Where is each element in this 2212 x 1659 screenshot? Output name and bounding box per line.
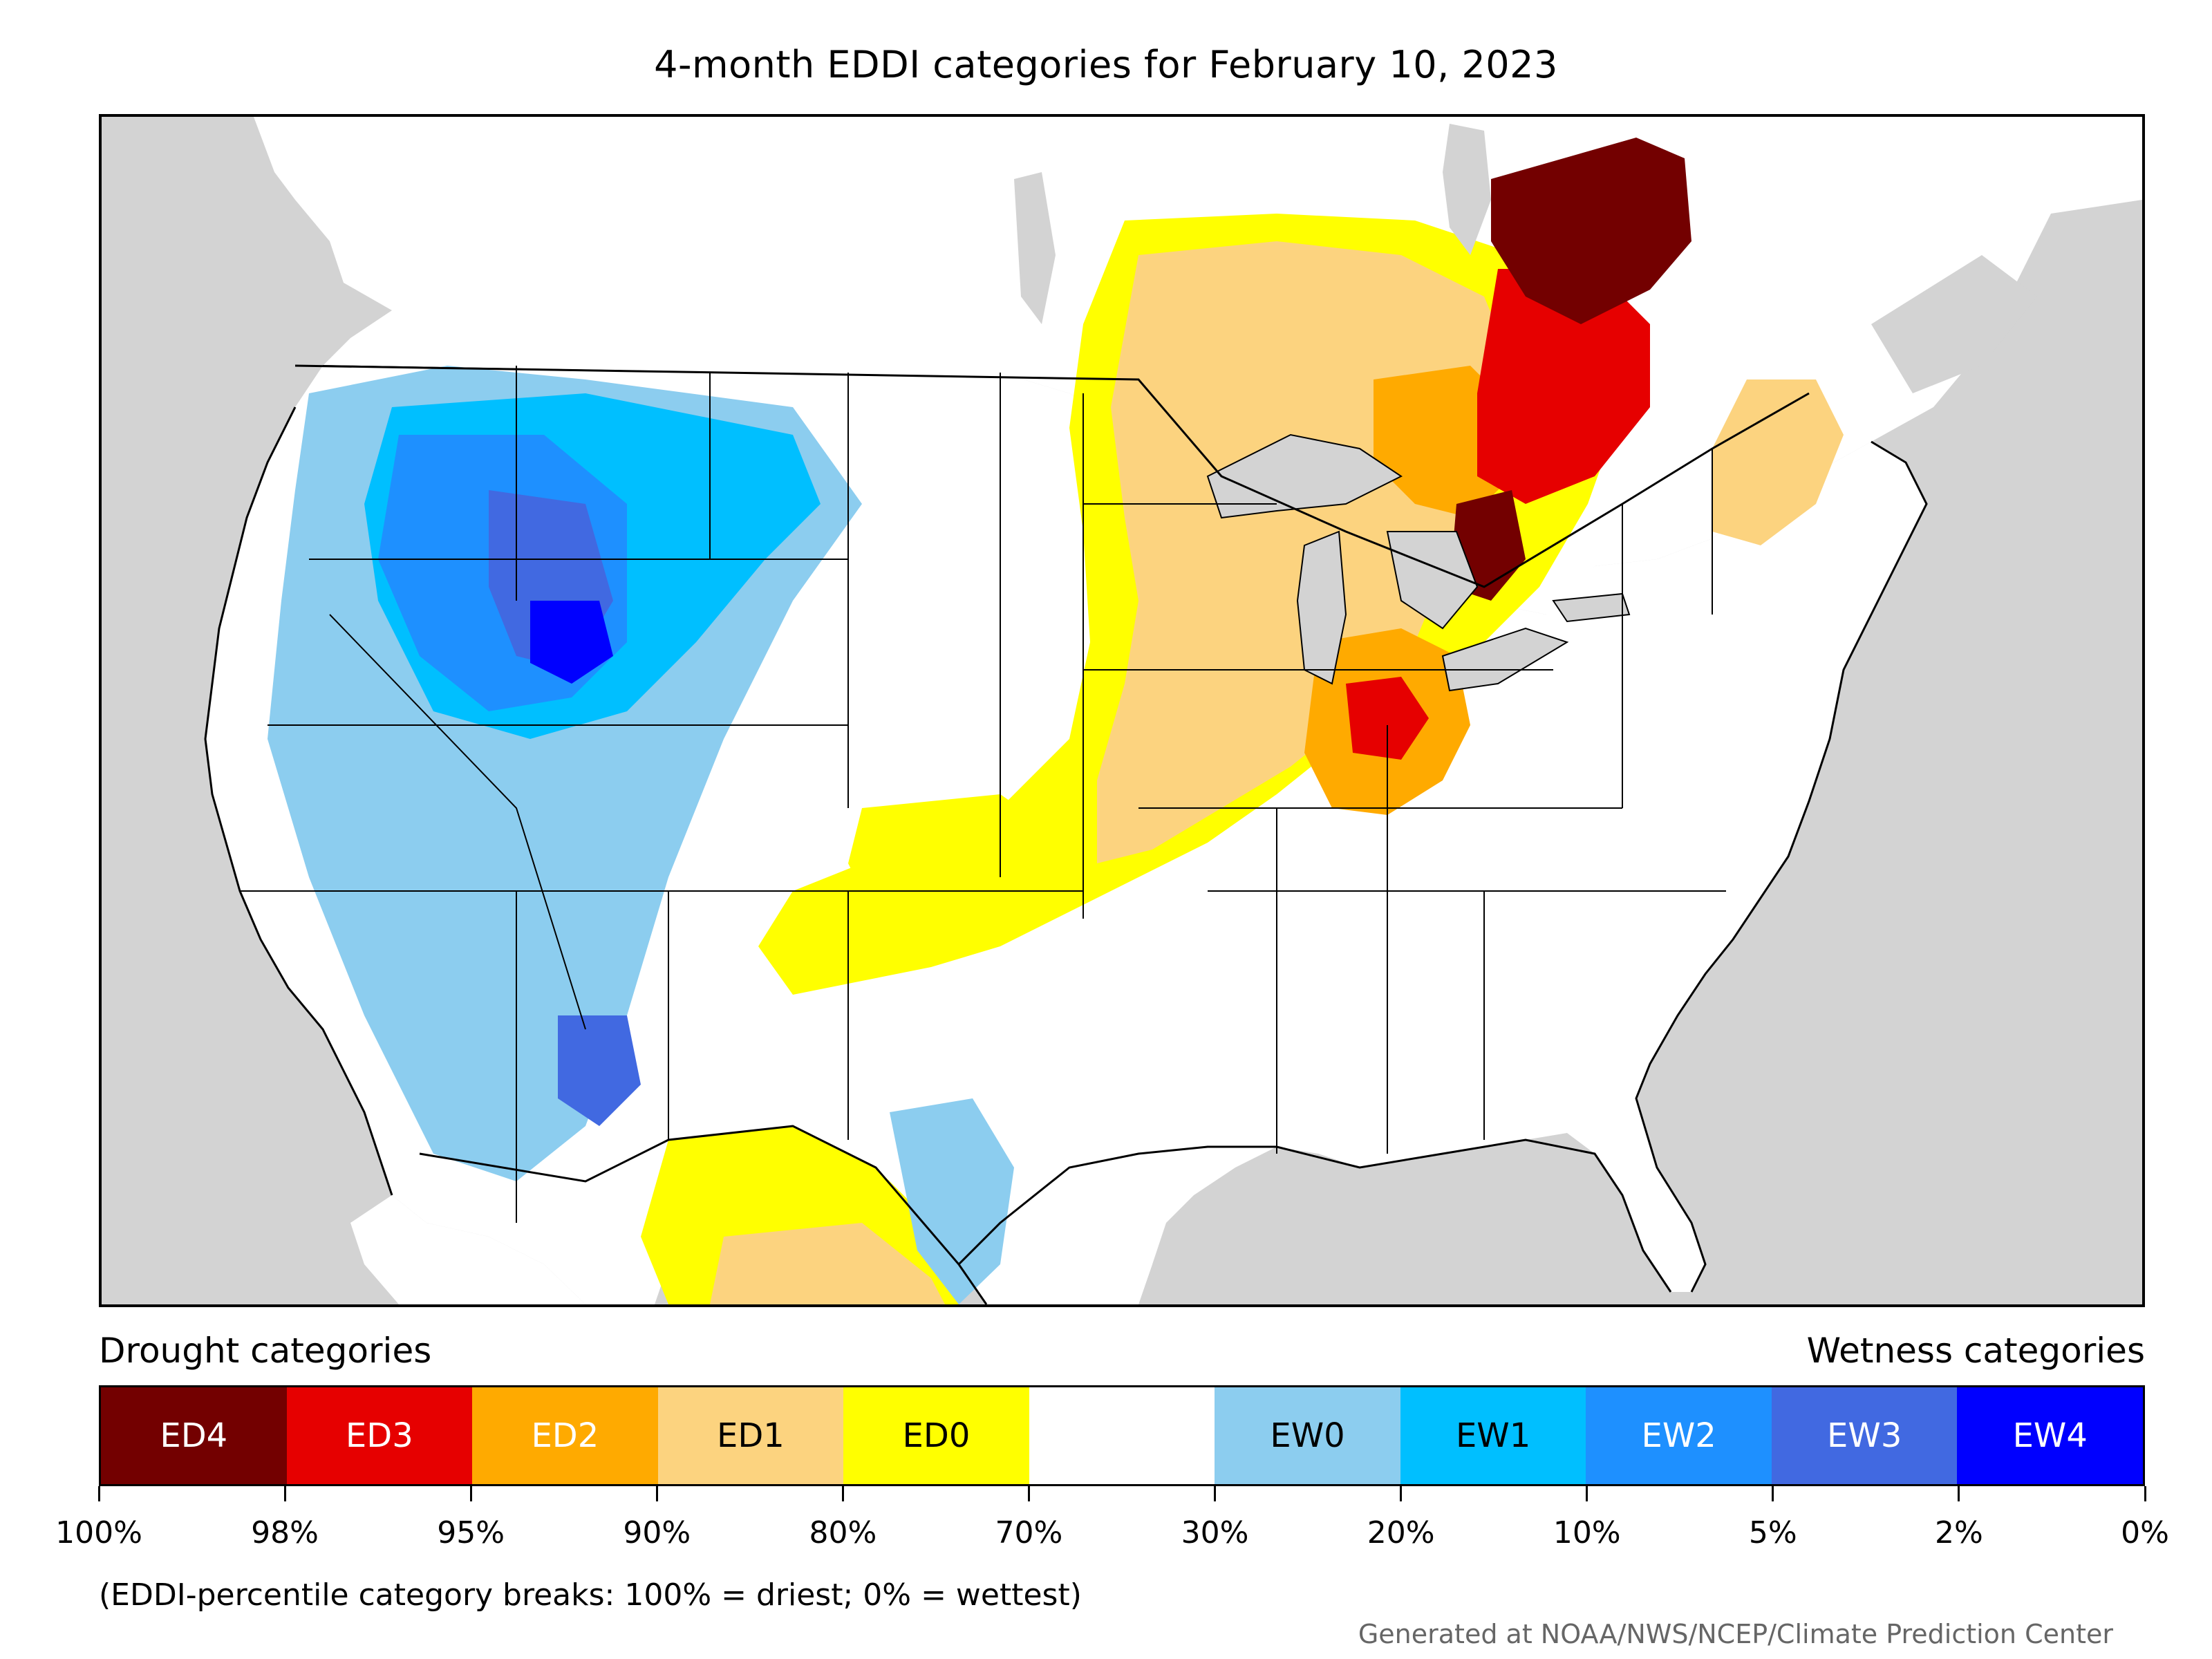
lake-superior [1206, 433, 1403, 519]
legend-tick-label: 98% [251, 1515, 319, 1550]
legend-tick-label: 80% [809, 1515, 877, 1550]
state-borders [240, 365, 1726, 1223]
legend-swatch-ew4: EW4 [1957, 1387, 2144, 1484]
lake-ontario [1552, 592, 1631, 623]
legend-swatch-ew2: EW2 [1586, 1387, 1772, 1484]
legend-tick-label: 90% [623, 1515, 691, 1550]
legend-tick-label: 5% [1748, 1515, 1797, 1550]
legend-swatch-ed1: ED1 [657, 1387, 844, 1484]
legend-tick [1214, 1486, 1217, 1501]
lake-huron [1386, 531, 1479, 630]
legend-swatch-ed3: ED3 [286, 1387, 473, 1484]
us-canada-border [294, 364, 1810, 588]
legend-tick-label: 30% [1181, 1515, 1249, 1550]
ew4-region-utah [530, 601, 613, 684]
ed1-region-southwest [710, 1223, 945, 1304]
legend-swatch-ed2: ED2 [472, 1387, 658, 1484]
legend-swatch-ew0: EW0 [1215, 1387, 1400, 1484]
legend-tick-label: 0% [2121, 1515, 2169, 1550]
legend-tick-label: 10% [1553, 1515, 1621, 1550]
legend-swatch-ew3: EW3 [1771, 1387, 1958, 1484]
lake-erie [1441, 627, 1569, 692]
eddi-map [99, 114, 2145, 1307]
gulf-coastline [957, 1138, 1672, 1293]
legend-tick [841, 1486, 844, 1501]
legend-swatch-ed0: ED0 [843, 1387, 1029, 1484]
legend-tick [655, 1486, 658, 1501]
ew3-region-arizona [558, 1015, 641, 1126]
atlantic-coastline [1635, 440, 1928, 1293]
ed3-region-ohio [1346, 677, 1429, 760]
ed0-region-plains [848, 794, 1069, 932]
legend-tick [469, 1486, 472, 1501]
ed4-region-quebec [1491, 138, 1691, 324]
hudson-bay-edge [1443, 124, 1491, 255]
ed1-region-northeast [1712, 379, 1844, 545]
conus-coastline [204, 406, 393, 1196]
category-legend: ED4 ED3 ED2 ED1 ED0 EW0 EW1 EW2 EW3 EW4 [99, 1385, 2145, 1486]
lake-michigan [1296, 530, 1347, 685]
legend-tick-label: 2% [1935, 1515, 1983, 1550]
ed3-region-quebec [1477, 269, 1650, 504]
legend-tick-label: 95% [437, 1515, 505, 1550]
legend-tick [1027, 1486, 1030, 1501]
legend-tick [2144, 1486, 2146, 1501]
legend-tick-label: 100% [55, 1515, 142, 1550]
legend-ticks [97, 1486, 2146, 1501]
gulf-of-st-lawrence [1871, 255, 2037, 393]
ew0-region-texas [890, 1098, 1014, 1304]
credit-line: Generated at NOAA/NWS/NCEP/Climate Predi… [1358, 1619, 2113, 1649]
legend-tick-label: 70% [995, 1515, 1063, 1550]
mexico-landmass [350, 1195, 585, 1304]
legend-tick [1400, 1486, 1403, 1501]
map-title: 4-month EDDI categories for February 10,… [654, 43, 1558, 86]
legend-tick [1586, 1486, 1588, 1501]
legend-swatch-ew1: EW1 [1400, 1387, 1586, 1484]
drought-categories-heading: Drought categories [99, 1331, 432, 1371]
legend-tick [283, 1486, 286, 1501]
legend-swatch-normal [1029, 1387, 1215, 1484]
lake-winnipeg [1014, 172, 1056, 324]
legend-tick [97, 1486, 100, 1501]
legend-tick-labels: 100% 98% 95% 90% 80% 70% 30% 20% 10% 5% 2% 0% [55, 1515, 2169, 1557]
legend-tick [1772, 1486, 1774, 1501]
category-breaks-note: (EDDI-percentile category breaks: 100% =… [99, 1577, 1082, 1613]
wetness-categories-heading: Wetness categories [1806, 1331, 2145, 1371]
legend-swatch-ed4: ED4 [101, 1387, 287, 1484]
legend-tick-label: 20% [1367, 1515, 1435, 1550]
legend-tick [1958, 1486, 1960, 1501]
mexico-east [986, 1264, 1152, 1304]
